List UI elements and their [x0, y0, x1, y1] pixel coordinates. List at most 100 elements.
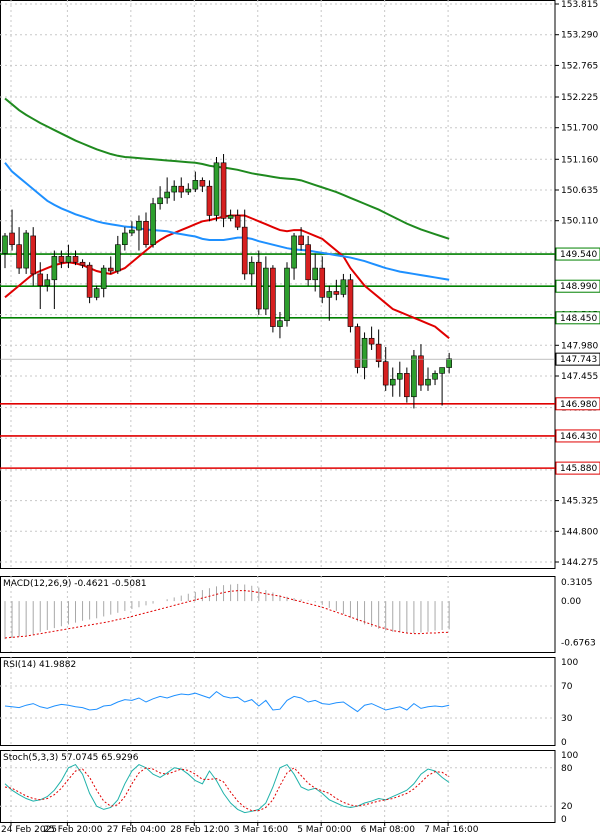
candle	[192, 171, 199, 193]
candle-bull	[284, 267, 290, 322]
price-tick-label: 152.225	[561, 93, 598, 103]
rsi-tick-label: 100	[561, 658, 578, 668]
candle	[220, 154, 227, 228]
candle	[277, 311, 283, 339]
candle-bull	[389, 378, 396, 386]
candle-bear	[270, 267, 276, 327]
level-tag-label: 149.540	[560, 250, 597, 260]
candle-bull	[439, 367, 445, 374]
candle	[248, 256, 255, 286]
candle	[396, 361, 403, 397]
candle-bear	[37, 273, 44, 286]
candle	[312, 253, 319, 292]
price-tick-label: 152.765	[561, 61, 598, 71]
candle-bear	[382, 361, 389, 386]
candle-bull	[263, 267, 269, 310]
time-tick-label: 5 Mar 00:00	[297, 825, 352, 835]
macd-title: MACD(12,26,9) -0.4621 -0.5081	[3, 579, 147, 589]
candle-bear	[178, 185, 185, 193]
price-tick-label: 145.325	[561, 497, 598, 507]
level-tag-box	[555, 311, 600, 325]
candle-bear	[199, 180, 206, 187]
candle-bull	[100, 267, 107, 289]
level-tag-box	[555, 429, 600, 443]
stoch-tick-label: 0	[561, 815, 567, 825]
level-tag-box	[555, 247, 600, 261]
candle-bull	[213, 162, 220, 216]
candle-bear	[86, 264, 93, 298]
candle-bull	[396, 373, 403, 380]
stoch-tick-label: 80	[561, 764, 573, 774]
candle-bull	[171, 185, 177, 193]
candle-bull	[411, 355, 417, 398]
level-tag-label: 146.980	[560, 400, 597, 410]
moving-average-line	[4, 97, 450, 240]
candle	[100, 265, 107, 298]
time-tick-label: 25 Feb 20:00	[43, 825, 102, 835]
candle-bull	[44, 279, 51, 286]
candle-bull	[23, 232, 29, 269]
candle	[37, 262, 44, 310]
candle	[270, 265, 276, 333]
candle-bull	[446, 358, 452, 368]
stoch-tick-label: 100	[561, 751, 578, 761]
candle-bear	[347, 279, 354, 327]
candle	[298, 227, 304, 251]
candle-bear	[107, 267, 114, 272]
candle-bear	[354, 326, 361, 368]
candle-bull	[2, 235, 8, 254]
price-tick-label: 150.635	[561, 186, 598, 196]
price-tick-label: 144.800	[561, 527, 598, 537]
candle-bear	[418, 355, 424, 386]
candle-bull	[312, 267, 319, 281]
rsi-title: RSI(14) 41.9882	[3, 660, 76, 670]
candlesticks	[2, 154, 452, 409]
candle	[72, 250, 79, 266]
candle	[136, 215, 142, 251]
candle	[446, 352, 452, 374]
candle	[93, 285, 100, 301]
time-tick-label: 6 Mar 08:00	[361, 825, 416, 835]
candle	[382, 347, 389, 391]
time-tick-label: 28 Feb 12:00	[170, 825, 229, 835]
candle-bear	[319, 267, 326, 298]
panel-frame	[0, 576, 556, 653]
candle-bull	[185, 188, 192, 193]
candle-bull	[291, 235, 297, 269]
candle	[86, 262, 93, 304]
candle-bull	[277, 320, 283, 327]
price-tags: 149.540 148.990 148.450 146.980 146.430 145.8…	[0, 247, 600, 475]
candle-bull	[425, 378, 431, 386]
candle-bear	[79, 261, 86, 266]
stochastic-lines	[4, 763, 450, 814]
level-tag-label: 146.430	[560, 432, 597, 442]
candle	[326, 285, 333, 321]
price-tick-label: 151.160	[561, 155, 598, 165]
stoch-tick-label: 20	[561, 802, 573, 812]
candle	[122, 227, 128, 251]
candle-bear	[220, 162, 227, 219]
candle	[361, 332, 368, 380]
candle-bear	[206, 185, 213, 216]
candle-bull	[361, 337, 368, 368]
candle-bull	[157, 197, 163, 205]
price-tick-label: 153.290	[561, 31, 598, 41]
candle	[150, 197, 156, 248]
candle-bear	[16, 244, 22, 269]
price-tick-label: 144.275	[561, 558, 598, 568]
candle-bull	[432, 373, 438, 380]
time-tick-label: 7 Mar 16:00	[424, 825, 479, 835]
candle	[178, 177, 185, 198]
rsi-polyline	[4, 690, 450, 713]
time-tick-label: 27 Feb 04:00	[107, 825, 166, 835]
candle-bull	[227, 215, 234, 219]
candle-bear	[30, 235, 37, 275]
candle	[107, 256, 114, 274]
candle-bear	[368, 337, 375, 345]
candle	[9, 209, 15, 251]
candle-bull	[65, 256, 72, 263]
candle-bear	[305, 244, 311, 281]
candle-bear	[9, 232, 15, 245]
